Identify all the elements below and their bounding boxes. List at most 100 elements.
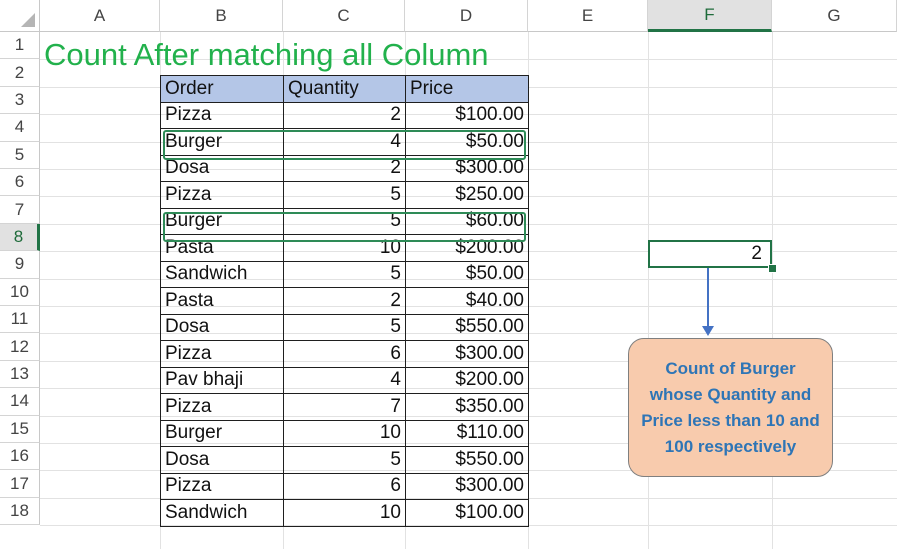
price-cell[interactable]: $550.00 <box>405 446 529 474</box>
price-cell[interactable]: $300.00 <box>405 472 529 500</box>
table-row: Pasta 10 $200.00 <box>160 234 529 262</box>
row-header-15[interactable]: 15 <box>0 415 40 443</box>
table-header-row: Order Quantity Price <box>160 75 529 103</box>
quantity-cell[interactable]: 2 <box>283 101 406 129</box>
row-header-17[interactable]: 17 <box>0 470 40 498</box>
callout-text: Count of Burger whose Quantity and Price… <box>641 358 820 456</box>
row-header-9[interactable]: 9 <box>0 251 40 279</box>
quantity-cell[interactable]: 4 <box>283 128 406 156</box>
row-header-10[interactable]: 10 <box>0 278 40 306</box>
order-cell[interactable]: Pasta <box>160 234 284 262</box>
quantity-cell[interactable]: 2 <box>283 154 406 182</box>
column-header-a[interactable]: A <box>40 0 160 32</box>
quantity-cell[interactable]: 10 <box>283 234 406 262</box>
order-cell[interactable]: Pizza <box>160 101 284 129</box>
sheet-title-cell[interactable]: Count After matching all Column <box>44 37 489 72</box>
quantity-cell[interactable]: 2 <box>283 287 406 315</box>
arrow-down-icon <box>702 326 714 336</box>
table-row: Pav bhaji 4 $200.00 <box>160 366 529 394</box>
price-cell[interactable]: $250.00 <box>405 181 529 209</box>
price-cell[interactable]: $50.00 <box>405 260 529 288</box>
price-cell[interactable]: $300.00 <box>405 340 529 368</box>
table-row: Burger 5 $60.00 <box>160 207 529 235</box>
row-header-4[interactable]: 4 <box>0 114 40 142</box>
order-cell[interactable]: Sandwich <box>160 499 284 527</box>
row-header-2[interactable]: 2 <box>0 59 40 87</box>
price-cell[interactable]: $100.00 <box>405 499 529 527</box>
quantity-cell[interactable]: 6 <box>283 472 406 500</box>
header-order[interactable]: Order <box>160 75 284 103</box>
column-header-e[interactable]: E <box>528 0 648 32</box>
quantity-cell[interactable]: 7 <box>283 393 406 421</box>
row-header-11[interactable]: 11 <box>0 306 40 334</box>
order-cell[interactable]: Burger <box>160 128 284 156</box>
order-cell[interactable]: Dosa <box>160 313 284 341</box>
quantity-cell[interactable]: 5 <box>283 181 406 209</box>
quantity-cell[interactable]: 5 <box>283 446 406 474</box>
price-cell[interactable]: $110.00 <box>405 419 529 447</box>
price-cell[interactable]: $350.00 <box>405 393 529 421</box>
header-price[interactable]: Price <box>405 75 529 103</box>
price-cell[interactable]: $50.00 <box>405 128 529 156</box>
quantity-cell[interactable]: 10 <box>283 499 406 527</box>
result-cell-f8[interactable]: 2 <box>648 240 772 268</box>
header-quantity[interactable]: Quantity <box>283 75 406 103</box>
quantity-cell[interactable]: 5 <box>283 207 406 235</box>
row-header-6[interactable]: 6 <box>0 169 40 197</box>
row-header-7[interactable]: 7 <box>0 196 40 224</box>
table-row: Dosa 2 $300.00 <box>160 154 529 182</box>
gridline <box>40 59 897 61</box>
row-header-5[interactable]: 5 <box>0 141 40 169</box>
order-cell[interactable]: Dosa <box>160 154 284 182</box>
quantity-cell[interactable]: 10 <box>283 419 406 447</box>
price-cell[interactable]: $100.00 <box>405 101 529 129</box>
fill-handle[interactable] <box>768 264 777 273</box>
order-cell[interactable]: Dosa <box>160 446 284 474</box>
column-header-g[interactable]: G <box>772 0 897 32</box>
select-all-corner[interactable] <box>0 0 40 32</box>
column-header-b[interactable]: B <box>160 0 283 32</box>
row-header-13[interactable]: 13 <box>0 360 40 389</box>
row-header-14[interactable]: 14 <box>0 388 40 416</box>
row-header-8[interactable]: 8 <box>0 223 40 252</box>
row-header-12[interactable]: 12 <box>0 333 40 361</box>
price-cell[interactable]: $200.00 <box>405 234 529 262</box>
explanation-callout: Count of Burger whose Quantity and Price… <box>628 338 833 477</box>
quantity-cell[interactable]: 6 <box>283 340 406 368</box>
table-row: Pizza 2 $100.00 <box>160 101 529 129</box>
order-cell[interactable]: Sandwich <box>160 260 284 288</box>
order-cell[interactable]: Pasta <box>160 287 284 315</box>
gridline <box>528 32 529 549</box>
table-row: Pizza 7 $350.00 <box>160 393 529 421</box>
gridline <box>772 32 773 549</box>
order-cell[interactable]: Pizza <box>160 393 284 421</box>
price-cell[interactable]: $200.00 <box>405 366 529 394</box>
table-row: Sandwich 5 $50.00 <box>160 260 529 288</box>
column-header-f[interactable]: F <box>648 0 772 32</box>
table-row: Pizza 5 $250.00 <box>160 181 529 209</box>
row-header-3[interactable]: 3 <box>0 86 40 115</box>
column-header-d[interactable]: D <box>405 0 528 32</box>
price-cell[interactable]: $40.00 <box>405 287 529 315</box>
table-row: Dosa 5 $550.00 <box>160 446 529 474</box>
price-cell[interactable]: $300.00 <box>405 154 529 182</box>
quantity-cell[interactable]: 4 <box>283 366 406 394</box>
table-row: Dosa 5 $550.00 <box>160 313 529 341</box>
price-cell[interactable]: $60.00 <box>405 207 529 235</box>
row-header-16[interactable]: 16 <box>0 443 40 471</box>
quantity-cell[interactable]: 5 <box>283 260 406 288</box>
price-cell[interactable]: $550.00 <box>405 313 529 341</box>
table-row: Sandwich 10 $100.00 <box>160 499 529 527</box>
row-header-18[interactable]: 18 <box>0 497 40 526</box>
order-cell[interactable]: Pizza <box>160 472 284 500</box>
order-cell[interactable]: Burger <box>160 419 284 447</box>
column-header-c[interactable]: C <box>283 0 405 32</box>
order-cell[interactable]: Pizza <box>160 181 284 209</box>
table-row: Pasta 2 $40.00 <box>160 287 529 315</box>
quantity-cell[interactable]: 5 <box>283 313 406 341</box>
order-cell[interactable]: Pizza <box>160 340 284 368</box>
row-header-1[interactable]: 1 <box>0 32 40 60</box>
gridline <box>648 32 649 549</box>
order-cell[interactable]: Burger <box>160 207 284 235</box>
order-cell[interactable]: Pav bhaji <box>160 366 284 394</box>
